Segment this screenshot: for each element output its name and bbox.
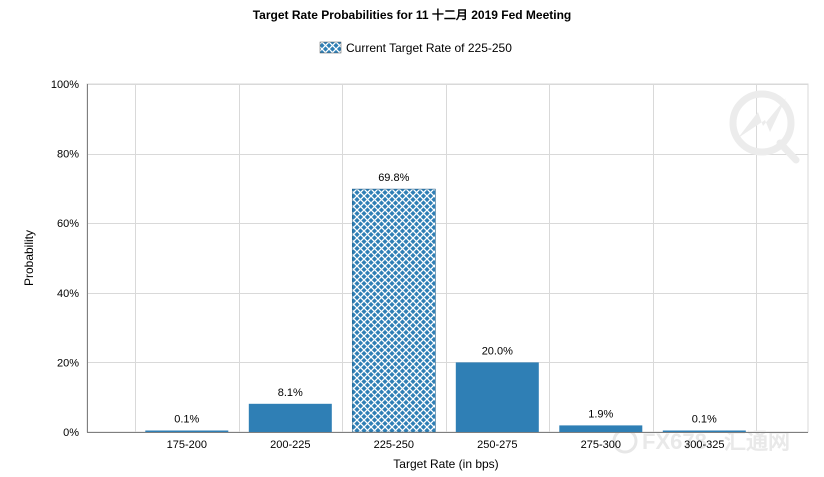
bar-225-250 bbox=[351, 188, 436, 433]
data-labels: 0.1% 8.1% 69.8% 20.0% 1.9% 0.1% bbox=[174, 172, 717, 425]
x-tick-275-300: 275-300 bbox=[581, 439, 621, 451]
watermark-logo-bolt bbox=[738, 98, 786, 138]
plot-frame bbox=[86, 83, 809, 433]
y-tick-100%: 100% bbox=[51, 79, 79, 91]
x-axis-title: Target Rate (in bps) bbox=[393, 457, 498, 471]
y-tick-80%: 80% bbox=[57, 149, 79, 161]
data-label-300-325: 0.1% bbox=[692, 414, 717, 426]
axes bbox=[87, 84, 808, 433]
watermark-text-latin: FX678 bbox=[642, 429, 707, 454]
y-axis-title: Probability bbox=[22, 230, 36, 286]
bar-175-200 bbox=[145, 430, 229, 432]
data-label-175-200: 0.1% bbox=[174, 414, 199, 426]
y-tick-labels: 0% 20% 40% 60% 80% 100% bbox=[51, 79, 79, 439]
x-tick-250-275: 250-275 bbox=[477, 439, 517, 451]
legend-label: Current Target Rate of 225-250 bbox=[346, 41, 512, 55]
chart-title: Target Rate Probabilities for 11 十二月 201… bbox=[253, 7, 572, 22]
x-tick-200-225: 200-225 bbox=[270, 439, 310, 451]
data-label-250-275: 20.0% bbox=[482, 345, 513, 357]
x-tick-225-250: 225-250 bbox=[374, 439, 414, 451]
legend: Current Target Rate of 225-250 bbox=[319, 41, 512, 55]
y-tick-40%: 40% bbox=[57, 288, 79, 300]
watermark-logo-handle bbox=[776, 139, 800, 164]
data-label-200-225: 8.1% bbox=[278, 387, 303, 399]
bar-275-300 bbox=[559, 425, 643, 432]
watermark-logo-ring bbox=[729, 90, 795, 156]
bar-250-275 bbox=[455, 362, 539, 432]
watermark: FX678 汇通网 bbox=[612, 90, 800, 454]
bar-200-225 bbox=[248, 403, 332, 432]
bars bbox=[145, 188, 746, 433]
bar-300-325 bbox=[662, 430, 746, 432]
watermark-text-cjk: 汇通网 bbox=[724, 429, 790, 454]
data-label-275-300: 1.9% bbox=[588, 408, 613, 420]
y-tick-0%: 0% bbox=[63, 427, 79, 439]
legend-swatch bbox=[319, 41, 342, 54]
x-tick-175-200: 175-200 bbox=[167, 439, 207, 451]
data-label-225-250: 69.8% bbox=[378, 172, 409, 184]
y-tick-60%: 60% bbox=[57, 218, 79, 230]
y-tick-20%: 20% bbox=[57, 357, 79, 369]
gridlines bbox=[86, 83, 809, 433]
x-tick-labels: 175-200 200-225 225-250 250-275 275-300 300-3… bbox=[167, 439, 725, 451]
x-tick-300-325: 300-325 bbox=[684, 439, 724, 451]
